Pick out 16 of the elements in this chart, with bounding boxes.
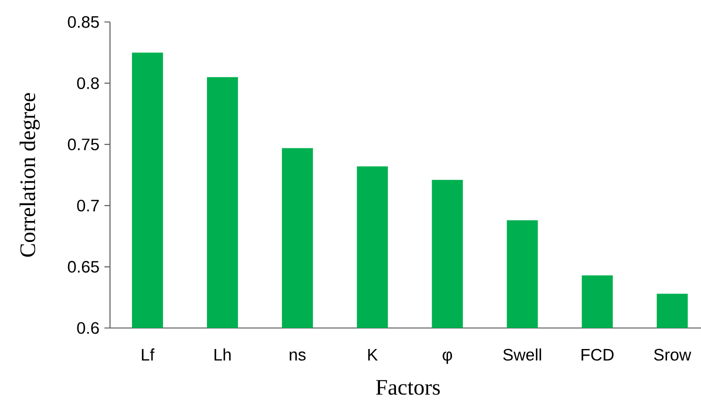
y-tick-label: 0.7 (77, 200, 99, 212)
y-tick-label: 0.8 (77, 77, 99, 90)
x-tick-label: Srow (654, 348, 692, 361)
x-tick-label: Lf (142, 348, 154, 360)
y-tick-label: 0.65 (68, 260, 99, 273)
y-tick-label: 0.6 (77, 322, 99, 334)
x-axis-title: Factors (376, 380, 440, 395)
y-tick-label: 0.75 (68, 138, 99, 150)
x-tick-label: ns (290, 352, 306, 361)
x-tick-label: FCD (582, 348, 614, 361)
y-axis-title: Correlation degree (20, 93, 40, 257)
x-tick-label: Swell (503, 348, 542, 361)
x-tick-label: φ (442, 351, 452, 364)
x-tick-label: Lh (214, 348, 231, 360)
x-tick-label: K (368, 349, 378, 360)
y-tick-label: 0.85 (68, 16, 99, 28)
